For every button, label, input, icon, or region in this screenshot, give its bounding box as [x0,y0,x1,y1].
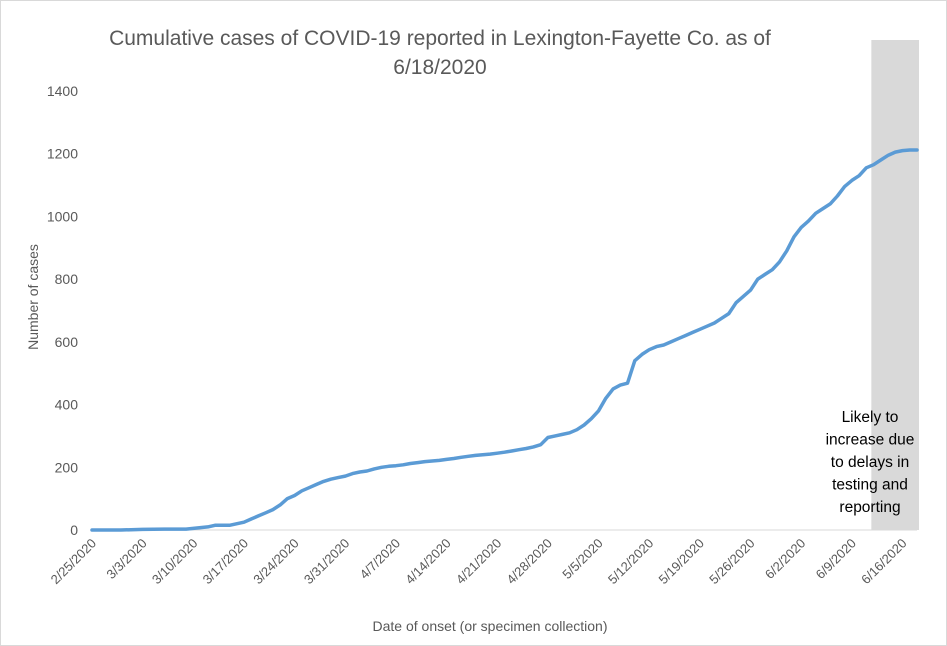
x-tick-label: 5/5/2020 [559,536,605,582]
annotation-line: Likely to [842,409,899,426]
x-axis-title: Date of onset (or specimen collection) [373,618,608,634]
y-axis-title: Number of cases [25,244,41,350]
x-tick-label: 4/7/2020 [357,536,403,582]
annotation-line: testing and [832,477,908,494]
shaded-region [871,40,919,530]
x-tick-label: 2/25/2020 [48,536,100,588]
x-axis: 2/25/2020 3/3/2020 3/10/2020 3/17/2020 3/24/… [48,536,910,588]
y-tick-label: 600 [55,334,79,350]
y-tick-label: 1000 [47,208,78,224]
y-axis: 0 200 400 600 800 1000 1200 1400 [47,83,78,538]
x-tick-label: 6/2/2020 [762,536,808,582]
x-tick-label: 3/31/2020 [301,536,353,588]
y-tick-label: 0 [70,522,78,538]
y-tick-label: 400 [55,397,79,413]
series-line-cumulative-cases [90,148,919,532]
x-tick-label: 3/17/2020 [200,536,252,588]
x-tick-label: 3/24/2020 [250,536,302,588]
chart-title: Cumulative cases of COVID-19 reported in… [109,27,771,79]
x-tick-label: 6/16/2020 [858,536,910,588]
x-tick-label: 5/12/2020 [605,536,657,588]
x-tick-label: 5/26/2020 [706,536,758,588]
x-tick-label: 4/28/2020 [504,536,556,588]
x-tick-label: 4/14/2020 [402,536,454,588]
x-tick-label: 5/19/2020 [656,536,708,588]
annotation-line: reporting [839,499,900,516]
x-tick-label: 3/3/2020 [103,536,149,582]
x-tick-label: 4/21/2020 [453,536,505,588]
annotation-line: to delays in [831,454,909,471]
y-tick-label: 1400 [47,83,78,99]
annotation-line: increase due [826,432,915,449]
y-tick-label: 1200 [47,146,78,162]
shaded-region-annotation: Likely to increase due to delays in testing… [826,409,915,516]
x-tick-label: 3/10/2020 [149,536,201,588]
y-tick-label: 800 [55,271,79,287]
x-tick-label: 6/9/2020 [813,536,859,582]
y-tick-label: 200 [55,459,79,475]
